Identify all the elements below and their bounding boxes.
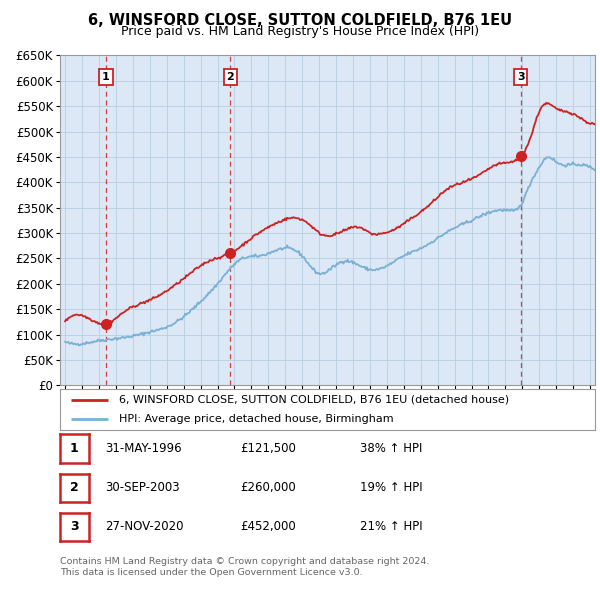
Text: £452,000: £452,000 xyxy=(240,520,296,533)
Text: 38% ↑ HPI: 38% ↑ HPI xyxy=(360,442,422,455)
Text: 3: 3 xyxy=(517,72,524,82)
Text: Price paid vs. HM Land Registry's House Price Index (HPI): Price paid vs. HM Land Registry's House … xyxy=(121,25,479,38)
Text: 6, WINSFORD CLOSE, SUTTON COLDFIELD, B76 1EU (detached house): 6, WINSFORD CLOSE, SUTTON COLDFIELD, B76… xyxy=(119,395,509,405)
Text: 2: 2 xyxy=(70,481,79,494)
Text: 3: 3 xyxy=(70,520,79,533)
Text: 30-SEP-2003: 30-SEP-2003 xyxy=(105,481,179,494)
Text: 19% ↑ HPI: 19% ↑ HPI xyxy=(360,481,422,494)
Text: 31-MAY-1996: 31-MAY-1996 xyxy=(105,442,182,455)
Text: 21% ↑ HPI: 21% ↑ HPI xyxy=(360,520,422,533)
Text: This data is licensed under the Open Government Licence v3.0.: This data is licensed under the Open Gov… xyxy=(60,568,362,577)
Text: 6, WINSFORD CLOSE, SUTTON COLDFIELD, B76 1EU: 6, WINSFORD CLOSE, SUTTON COLDFIELD, B76… xyxy=(88,13,512,28)
Text: 1: 1 xyxy=(70,442,79,455)
Text: £260,000: £260,000 xyxy=(240,481,296,494)
Text: Contains HM Land Registry data © Crown copyright and database right 2024.: Contains HM Land Registry data © Crown c… xyxy=(60,558,430,566)
Text: 2: 2 xyxy=(226,72,234,82)
Text: £121,500: £121,500 xyxy=(240,442,296,455)
Text: 27-NOV-2020: 27-NOV-2020 xyxy=(105,520,184,533)
Text: 1: 1 xyxy=(102,72,110,82)
Text: HPI: Average price, detached house, Birmingham: HPI: Average price, detached house, Birm… xyxy=(119,414,394,424)
